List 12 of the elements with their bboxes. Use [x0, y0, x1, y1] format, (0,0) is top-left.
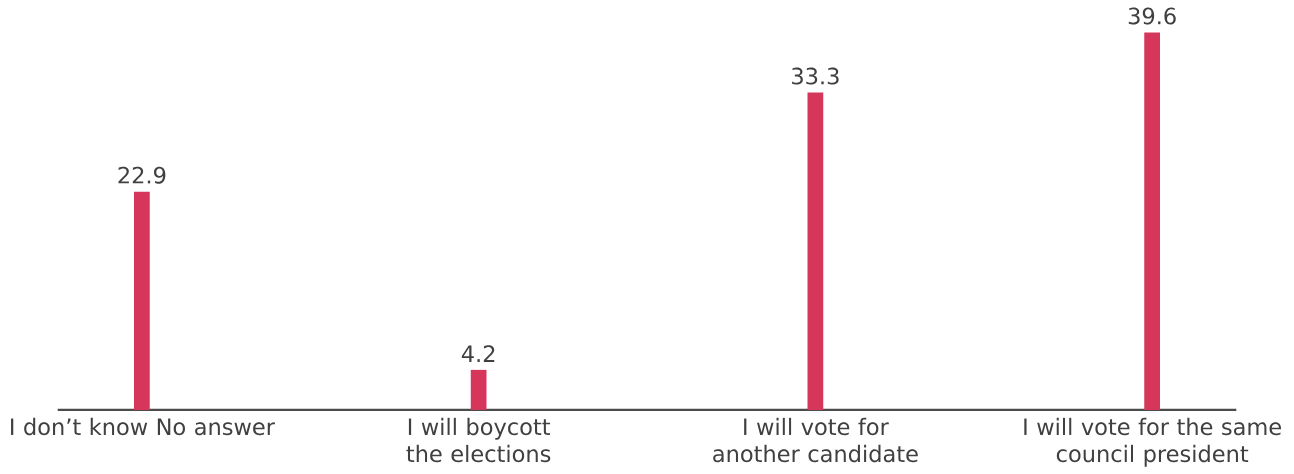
bar — [134, 191, 150, 410]
data-label: 33.3 — [792, 67, 839, 85]
bar — [807, 92, 824, 410]
data-label: 39.6 — [1128, 7, 1176, 25]
x-tick-label: I will boycott the elections — [406, 417, 551, 463]
x-tick-label: I will vote for another candidate — [713, 417, 918, 463]
data-label: 22.9 — [118, 166, 166, 184]
bar — [470, 369, 487, 410]
x-tick-label: I don’t know No answer — [11, 417, 275, 436]
data-label: 4.2 — [461, 345, 495, 362]
x-tick-label: I will vote for the same council president — [1024, 417, 1281, 467]
bar — [1144, 32, 1160, 410]
